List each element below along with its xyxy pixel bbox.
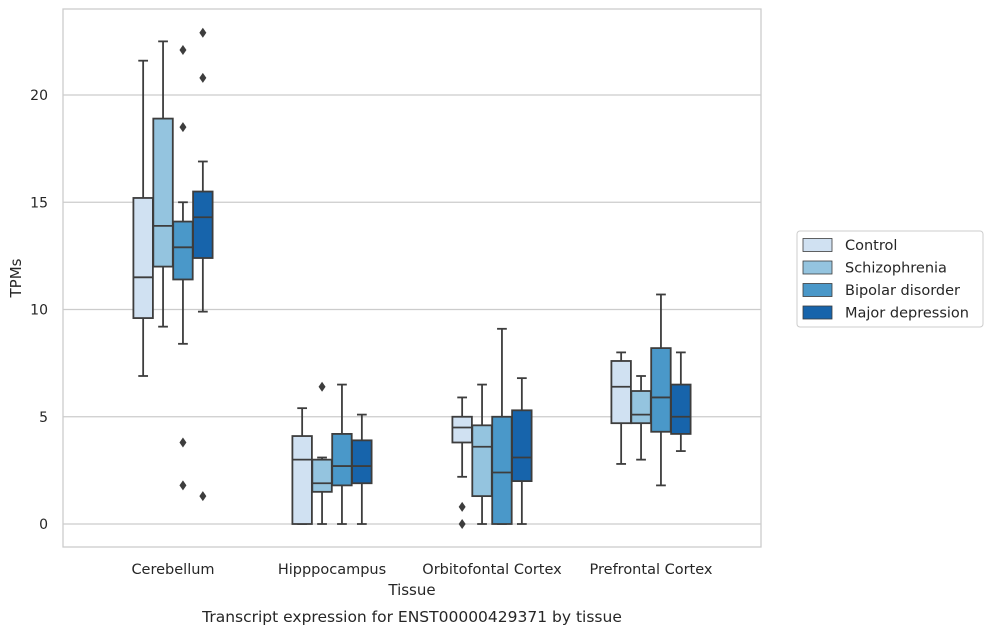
outlier-marker xyxy=(179,122,187,133)
x-axis-label: Tissue xyxy=(387,581,435,599)
box-body xyxy=(451,415,473,444)
box-body xyxy=(192,190,214,259)
box-1-1 xyxy=(311,381,333,525)
legend-swatch xyxy=(802,238,833,252)
chart-caption: Transcript expression for ENST0000042937… xyxy=(201,608,622,626)
legend-label: Schizophrenia xyxy=(845,261,947,277)
box-0-0 xyxy=(132,59,154,377)
legend: Control Schizophrenia Bipolar disorder Majo… xyxy=(796,230,984,328)
legend-frame xyxy=(796,230,984,328)
box-2-2 xyxy=(491,327,513,525)
box-0-2 xyxy=(172,44,194,491)
box-body xyxy=(670,383,692,435)
y-axis-label: TPMs xyxy=(7,258,25,298)
box-0-1 xyxy=(152,40,174,328)
y-tick-label: 10 xyxy=(30,303,48,319)
legend-label: Bipolar disorder xyxy=(845,283,960,299)
outlier-marker xyxy=(199,491,207,502)
legend-label: Major depression xyxy=(845,306,969,322)
x-tick-labels: Cerebellum Hipppocampus Orbitofontal Corte… xyxy=(131,562,712,578)
outlier-marker xyxy=(199,72,207,83)
box-marks xyxy=(132,27,692,529)
box-3-0 xyxy=(610,351,632,465)
x-tick-label: Cerebellum xyxy=(131,562,214,578)
box-body xyxy=(491,415,513,525)
x-tick-label: Orbitofontal Cortex xyxy=(422,562,562,578)
box-1-0 xyxy=(291,407,313,525)
box-3-1 xyxy=(630,375,652,461)
x-tick-label: Prefrontal Cortex xyxy=(590,562,713,578)
outlier-marker xyxy=(179,437,187,448)
box-body xyxy=(351,439,373,485)
box-body xyxy=(172,220,194,281)
box-1-3 xyxy=(351,413,373,525)
legend-label: Control xyxy=(845,238,897,254)
legend-swatch xyxy=(802,305,833,320)
box-body xyxy=(630,390,652,425)
legend-swatch xyxy=(802,283,833,297)
box-body xyxy=(650,347,672,433)
box-body xyxy=(471,424,493,498)
box-3-3 xyxy=(670,351,692,452)
x-tick-label: Hipppocampus xyxy=(278,562,386,578)
box-1-2 xyxy=(331,383,353,525)
box-2-3 xyxy=(511,377,533,525)
box-body xyxy=(132,197,154,319)
box-body xyxy=(152,117,174,268)
box-body xyxy=(511,409,533,483)
outlier-marker xyxy=(318,381,326,392)
y-tick-label: 15 xyxy=(30,195,48,211)
plot-frame xyxy=(62,8,762,548)
box-body xyxy=(610,360,632,425)
box-body xyxy=(291,435,313,525)
y-tick-label: 5 xyxy=(39,410,48,426)
box-body xyxy=(331,433,353,487)
outlier-marker xyxy=(179,44,187,55)
box-0-3 xyxy=(192,27,214,502)
box-2-1 xyxy=(471,383,493,525)
outlier-marker xyxy=(458,519,466,529)
outlier-marker xyxy=(199,27,207,38)
y-tick-label: 20 xyxy=(30,88,48,104)
outlier-marker xyxy=(458,501,466,512)
box-body xyxy=(311,458,333,493)
outlier-marker xyxy=(179,480,187,491)
y-tick-labels: 0 5 10 15 20 xyxy=(30,88,48,533)
box-2-0 xyxy=(451,396,473,529)
box-3-2 xyxy=(650,293,672,487)
y-tick-label: 0 xyxy=(39,517,48,533)
legend-swatch xyxy=(802,260,833,275)
